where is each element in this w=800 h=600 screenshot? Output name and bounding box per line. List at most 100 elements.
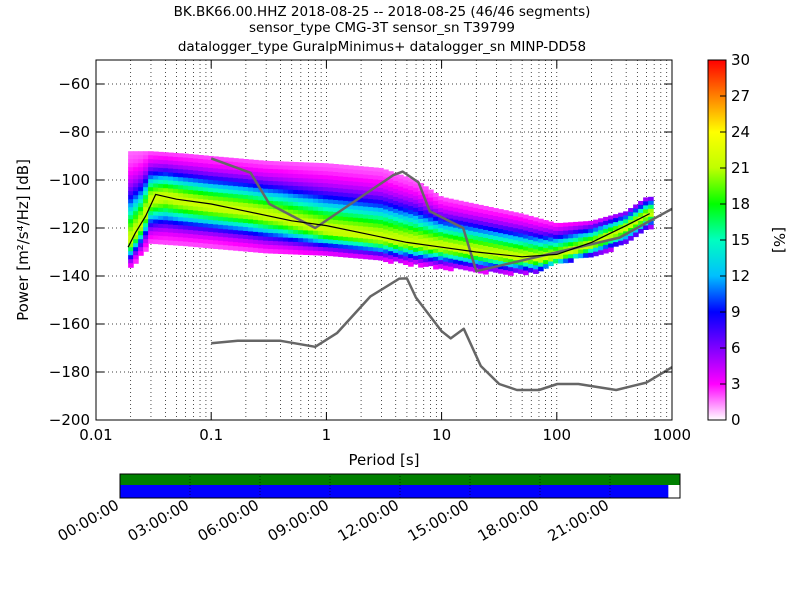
psd-cell (268, 188, 274, 194)
psd-cell (568, 234, 574, 239)
psd-cell (548, 225, 554, 231)
psd-cell (208, 175, 214, 181)
psd-cell (363, 166, 369, 172)
psd-cell (433, 216, 439, 222)
y-tick-label: −200 (49, 411, 90, 429)
psd-cell (223, 213, 229, 218)
psd-cell (153, 159, 159, 165)
psd-cell (378, 219, 384, 225)
psd-cell (303, 242, 309, 247)
x-axis-label: Period [s] (348, 451, 419, 469)
psd-cell (148, 163, 154, 168)
psd-cell (438, 220, 444, 225)
psd-cell (383, 197, 389, 203)
psd-cell (403, 236, 409, 241)
psd-cell (283, 225, 289, 231)
psd-cell (468, 210, 474, 216)
psd-cell (373, 171, 379, 177)
psd-cell (508, 247, 514, 252)
psd-cell (328, 199, 334, 205)
psd-cell (343, 176, 349, 182)
psd-cell (313, 238, 319, 244)
psd-cell (313, 186, 319, 192)
psd-cell (558, 238, 564, 244)
psd-cell (398, 202, 404, 208)
psd-cell (283, 189, 289, 195)
psd-cell (508, 231, 514, 236)
psd-cell (358, 242, 364, 247)
psd-cell (243, 159, 249, 164)
psd-cell (168, 160, 174, 166)
psd-cell (263, 204, 269, 210)
psd-cell (278, 237, 284, 242)
psd-cell (168, 216, 174, 222)
psd-cell (458, 236, 464, 242)
psd-cell (373, 211, 379, 217)
psd-cell (203, 175, 209, 181)
psd-cell (503, 222, 509, 227)
psd-cell (448, 238, 454, 244)
psd-cell (223, 221, 229, 226)
psd-cell (448, 262, 454, 268)
psd-cell (153, 183, 159, 189)
psd-cell (373, 191, 379, 197)
psd-cell (358, 170, 364, 175)
psd-cell (178, 153, 184, 158)
psd-cell (428, 205, 434, 211)
psd-cell (583, 249, 589, 254)
psd-cell (223, 209, 229, 214)
psd-cell (623, 239, 629, 244)
psd-cell (378, 199, 384, 205)
psd-cell (463, 229, 469, 235)
psd-cell (398, 206, 404, 212)
psd-cell (538, 226, 544, 232)
psd-cell (388, 243, 394, 248)
psd-cell (398, 194, 404, 200)
psd-cell (558, 226, 564, 232)
psd-cell (508, 211, 514, 216)
psd-cell (648, 220, 654, 226)
psd-cell (308, 206, 314, 212)
psd-cell (173, 208, 179, 214)
colorbar-tick-label: 15 (731, 231, 750, 249)
psd-cell (468, 266, 474, 272)
psd-cell (558, 234, 564, 240)
psd-cell (523, 262, 529, 268)
psd-cell (168, 232, 174, 238)
psd-cell (418, 223, 424, 228)
psd-cell (278, 229, 284, 234)
psd-cell (323, 183, 329, 188)
psd-cell (148, 227, 154, 232)
psd-cell (488, 255, 494, 260)
psd-cell (323, 207, 329, 212)
psd-cell (408, 194, 414, 199)
psd-cell (288, 245, 294, 251)
psd-cell (383, 257, 389, 263)
psd-cell (328, 187, 334, 193)
psd-cell (363, 214, 369, 220)
psd-cell (243, 167, 249, 172)
psd-cell (238, 194, 244, 200)
psd-cell (318, 202, 324, 208)
psd-cell (483, 261, 489, 267)
psd-cell (548, 233, 554, 239)
psd-cell (278, 213, 284, 218)
psd-cell (508, 223, 514, 228)
psd-cell (603, 248, 609, 254)
psd-cell (283, 173, 289, 179)
psd-cell (163, 212, 169, 217)
psd-cell (353, 213, 359, 219)
psd-cell (133, 251, 139, 256)
psd-cell (233, 246, 239, 251)
psd-cell (258, 160, 264, 165)
psd-cell (478, 236, 484, 242)
psd-cell (383, 189, 389, 195)
psd-cell (348, 205, 354, 210)
psd-cell (598, 238, 604, 243)
psd-cell (583, 241, 589, 246)
psd-cell (618, 236, 624, 242)
psd-cell (518, 249, 524, 254)
psd-cell (178, 201, 184, 206)
psd-cell (613, 218, 619, 223)
psd-cell (368, 207, 374, 212)
